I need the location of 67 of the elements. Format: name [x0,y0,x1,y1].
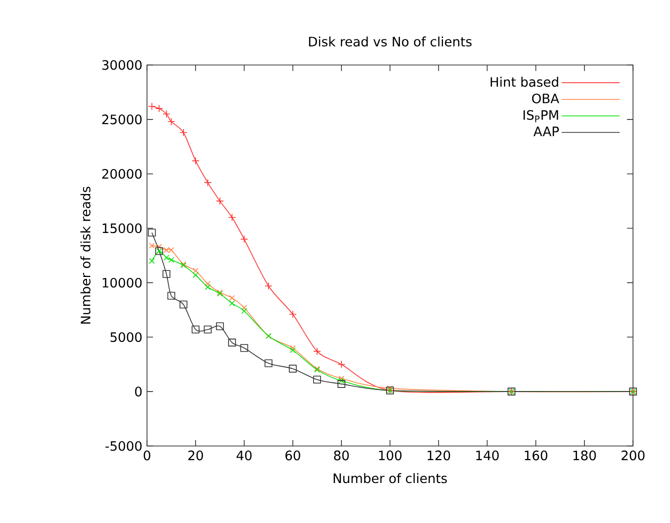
point [338,360,346,368]
x-tick-label: 140 [476,450,499,460]
point [264,359,272,368]
y-tick-label: 10000 [102,278,142,288]
point [338,380,346,388]
x-tick-label: 60 [285,450,300,460]
point [290,345,296,351]
x-tick-label: 40 [236,450,252,460]
point [204,326,212,334]
point [228,338,236,346]
point [229,300,235,306]
x-tick-label: 120 [428,450,450,460]
y-tick-label: 15000 [102,223,142,234]
x-tick-label: 100 [379,450,402,460]
point [162,270,170,278]
point [240,235,248,244]
y-tick-label: 20000 [102,168,142,179]
x-tick-label: 0 [144,450,150,460]
y-tick-label: 0 [135,386,142,396]
legend-label: AAP [534,126,559,136]
point [290,347,296,354]
legend-label: IS$_{P}$PM [524,110,558,122]
point [148,258,155,264]
point [162,110,170,118]
point [180,128,188,136]
point [167,118,176,126]
point [241,308,248,314]
point [204,280,211,287]
chart-title: Disk read vs No of clients [309,36,472,47]
point [148,102,156,110]
point [264,282,272,290]
x-tick-label: 200 [622,450,644,460]
point [240,344,248,352]
point [313,347,321,356]
point [216,322,224,330]
point [180,300,188,308]
point [229,295,235,301]
legend-label: Hint based [490,76,558,87]
y-tick-label: -5000 [105,441,142,451]
point [387,385,393,392]
y-axis-title: Number of disk reads [80,186,90,324]
x-axis-title: Number of clients [334,473,447,484]
point [192,268,198,274]
y-tick-label: 25000 [102,114,142,124]
point [204,178,212,186]
y-tick-label: 5000 [110,332,142,342]
point [241,304,248,311]
point [167,292,176,300]
point [155,104,164,112]
point [313,376,321,384]
point [288,310,297,318]
point [338,378,344,384]
point [204,284,211,290]
point [338,376,344,382]
x-tick-label: 180 [573,450,596,460]
legend-label: OBA [532,94,560,104]
point [216,197,224,205]
point [228,214,236,222]
point [148,228,156,237]
x-tick-label: 80 [334,450,349,460]
x-tick-label: 160 [524,450,548,460]
point [192,156,200,165]
y-tick-label: 30000 [102,60,142,70]
point [192,326,200,334]
x-tick-label: 20 [188,450,203,460]
point [192,272,198,278]
point [288,364,297,373]
